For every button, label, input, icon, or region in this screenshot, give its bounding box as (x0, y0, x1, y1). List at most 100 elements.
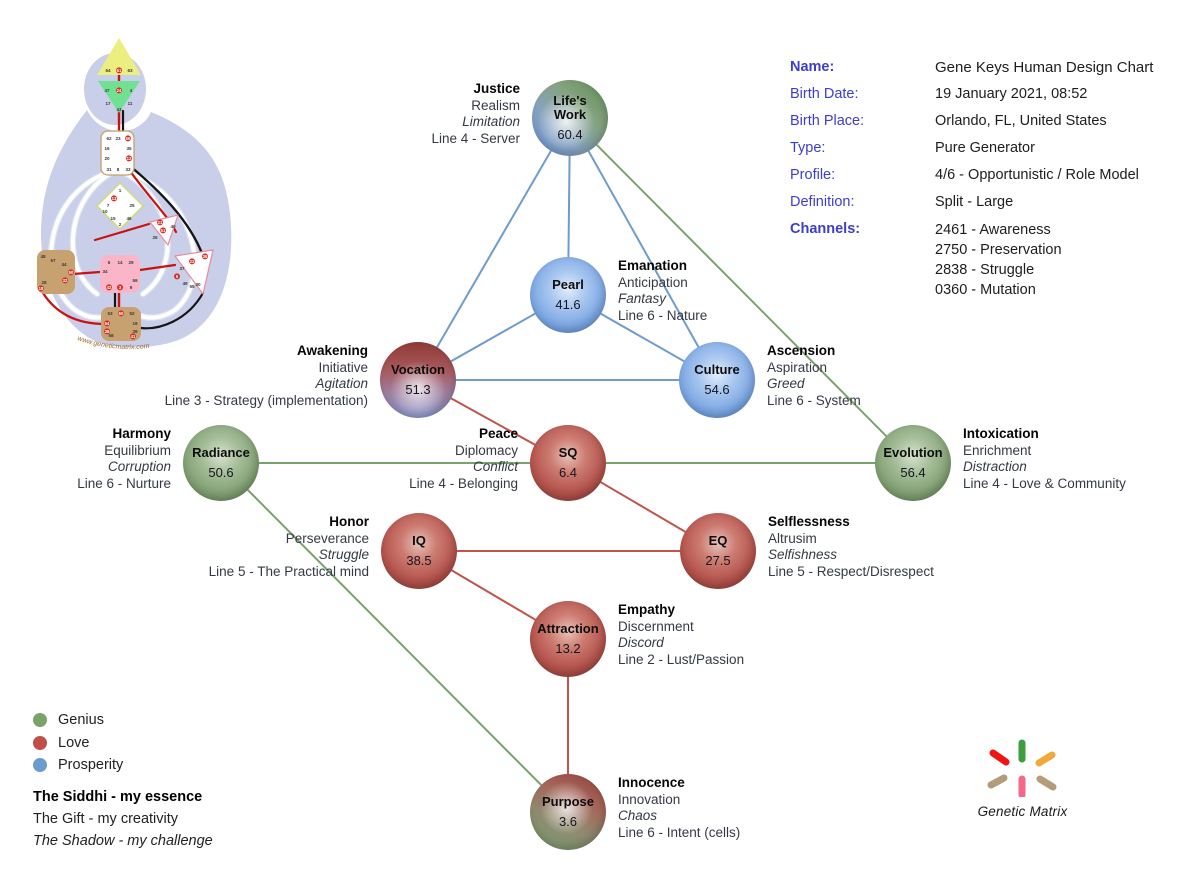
active-gate-marker (160, 227, 166, 234)
info-label: Profile: (790, 167, 836, 183)
annotation-gift: Diplomacy (454, 442, 518, 458)
node-value: 50.6 (208, 465, 234, 481)
node-value: 51.3 (405, 382, 431, 398)
legend-key: The Siddhi - my essence The Gift - my cr… (33, 786, 213, 852)
gate-2: 2 (119, 222, 122, 227)
node-evolution: Evolution 56.4 (875, 425, 951, 501)
annotation-siddhi: Selflessness (768, 514, 850, 529)
annotation-shadow: Agitation (315, 376, 368, 391)
node-label: EQ (708, 532, 728, 548)
annotation-vocation: Awakening Initiative Agitation Line 3 - Str… (165, 343, 368, 409)
node-iq: IQ 38.5 (381, 513, 457, 589)
active-gate-marker (38, 285, 44, 292)
annotation-gift: Discernment (618, 618, 694, 634)
active-gate-marker (202, 253, 208, 260)
active-gate-marker (130, 333, 136, 340)
gate-52: 52 (129, 311, 135, 316)
gate-57: 57 (50, 258, 56, 263)
gate-23: 23 (115, 136, 121, 141)
info-value: 19 January 2021, 08:52 (935, 86, 1088, 102)
info-value: 4/6 - Opportunistic / Role Model (935, 167, 1139, 183)
gate-6: 6 (176, 274, 179, 279)
gate-41: 41 (131, 334, 136, 339)
active-gate-marker (189, 258, 195, 265)
ajna-center (98, 81, 140, 113)
gate-1: 1 (119, 188, 122, 193)
info-label: Name: (790, 59, 835, 75)
node-value: 6.4 (558, 465, 578, 481)
annotation-gift: Innovation (618, 791, 681, 807)
node-label: Radiance (192, 444, 250, 460)
gate-5: 5 (108, 260, 111, 265)
active-gate-marker (104, 320, 110, 327)
gate-60: 60 (119, 311, 124, 316)
throat-center (100, 130, 135, 176)
active-gate-marker (106, 284, 112, 291)
edge-lifes_work-vocation (417, 117, 571, 381)
node-label: Vocation (391, 361, 445, 377)
edge-radiance-purpose (220, 462, 569, 813)
sacral-center (100, 255, 140, 293)
active-gate-marker (126, 155, 132, 162)
info-panel: Name: Gene Keys Human Design Chart Birth D… (790, 58, 1195, 308)
gate-3: 3 (119, 285, 122, 290)
legend-label: Prosperity (58, 757, 124, 774)
node-sq: SQ 6.4 (530, 425, 606, 501)
gate-37: 37 (179, 266, 185, 271)
info-value: Orlando, FL, United States (935, 113, 1107, 129)
key-siddhi: The Siddhi - my essence (33, 789, 203, 805)
active-gate-marker (116, 87, 122, 94)
annotation-line: Line 6 - System (767, 392, 861, 408)
annotation-shadow: Chaos (618, 808, 658, 823)
gate-13: 13 (112, 196, 117, 201)
node-value: 60.4 (557, 127, 583, 143)
gate-16: 16 (104, 146, 110, 151)
gate-25: 25 (129, 203, 135, 208)
channel-line: 2461 - Awareness (935, 222, 1051, 238)
gate-14: 14 (117, 260, 123, 265)
node-vocation: Vocation 51.3 (380, 342, 456, 418)
key-shadow: The Shadow - my challenge (33, 833, 213, 849)
annotation-line: Line 5 - The Practical mind (208, 563, 369, 579)
annotation-gift: Anticipation (618, 274, 688, 290)
gate-7: 7 (107, 203, 110, 208)
annotation-shadow: Struggle (318, 547, 369, 562)
gate-46: 46 (126, 216, 132, 221)
gate-40: 40 (170, 224, 176, 229)
annotation-line: Line 6 - Intent (cells) (618, 824, 741, 840)
node-value: 13.2 (555, 641, 581, 657)
gate-12: 12 (127, 156, 132, 161)
annotation-lifes_work: Justice Realism Limitation Line 4 - Server (431, 81, 520, 147)
gate-58: 58 (108, 333, 114, 338)
gate-21: 21 (158, 220, 163, 225)
gate-28: 28 (41, 280, 47, 285)
prosperity-dot-icon (33, 758, 47, 773)
gate-33: 33 (125, 167, 131, 172)
annotation-siddhi: Peace (478, 426, 518, 441)
info-value: Gene Keys Human Design Chart (935, 59, 1154, 76)
legend-item-genius: Genius (33, 709, 123, 732)
gate-48: 48 (40, 254, 46, 259)
annotation-gift: Realism (471, 97, 520, 113)
node-value: 38.5 (406, 553, 432, 569)
active-gate-marker (116, 67, 122, 74)
legend-label: Love (58, 734, 90, 751)
gate-62: 62 (106, 136, 112, 141)
annotation-sq: Peace Diplomacy Conflict Line 4 - Belonging (409, 426, 518, 492)
node-pearl: Pearl 41.6 (530, 257, 606, 333)
legend-label: Genius (58, 712, 104, 729)
annotation-siddhi: Empathy (618, 602, 676, 617)
gate-53: 53 (107, 311, 113, 316)
node-label: Evolution (883, 444, 943, 460)
annotation-gift: Equilibrium (104, 442, 171, 458)
node-value: 56.4 (900, 465, 926, 481)
annotation-shadow: Distraction (963, 459, 1027, 474)
node-value: 3.6 (558, 814, 578, 830)
annotation-shadow: Fantasy (618, 291, 667, 306)
info-row: Type: Pure Generator (790, 139, 1195, 158)
gate-51: 51 (161, 228, 166, 233)
channel-line: 2838 - Struggle (935, 262, 1035, 278)
gate-11: 11 (128, 101, 133, 106)
channel-roads (47, 169, 198, 321)
